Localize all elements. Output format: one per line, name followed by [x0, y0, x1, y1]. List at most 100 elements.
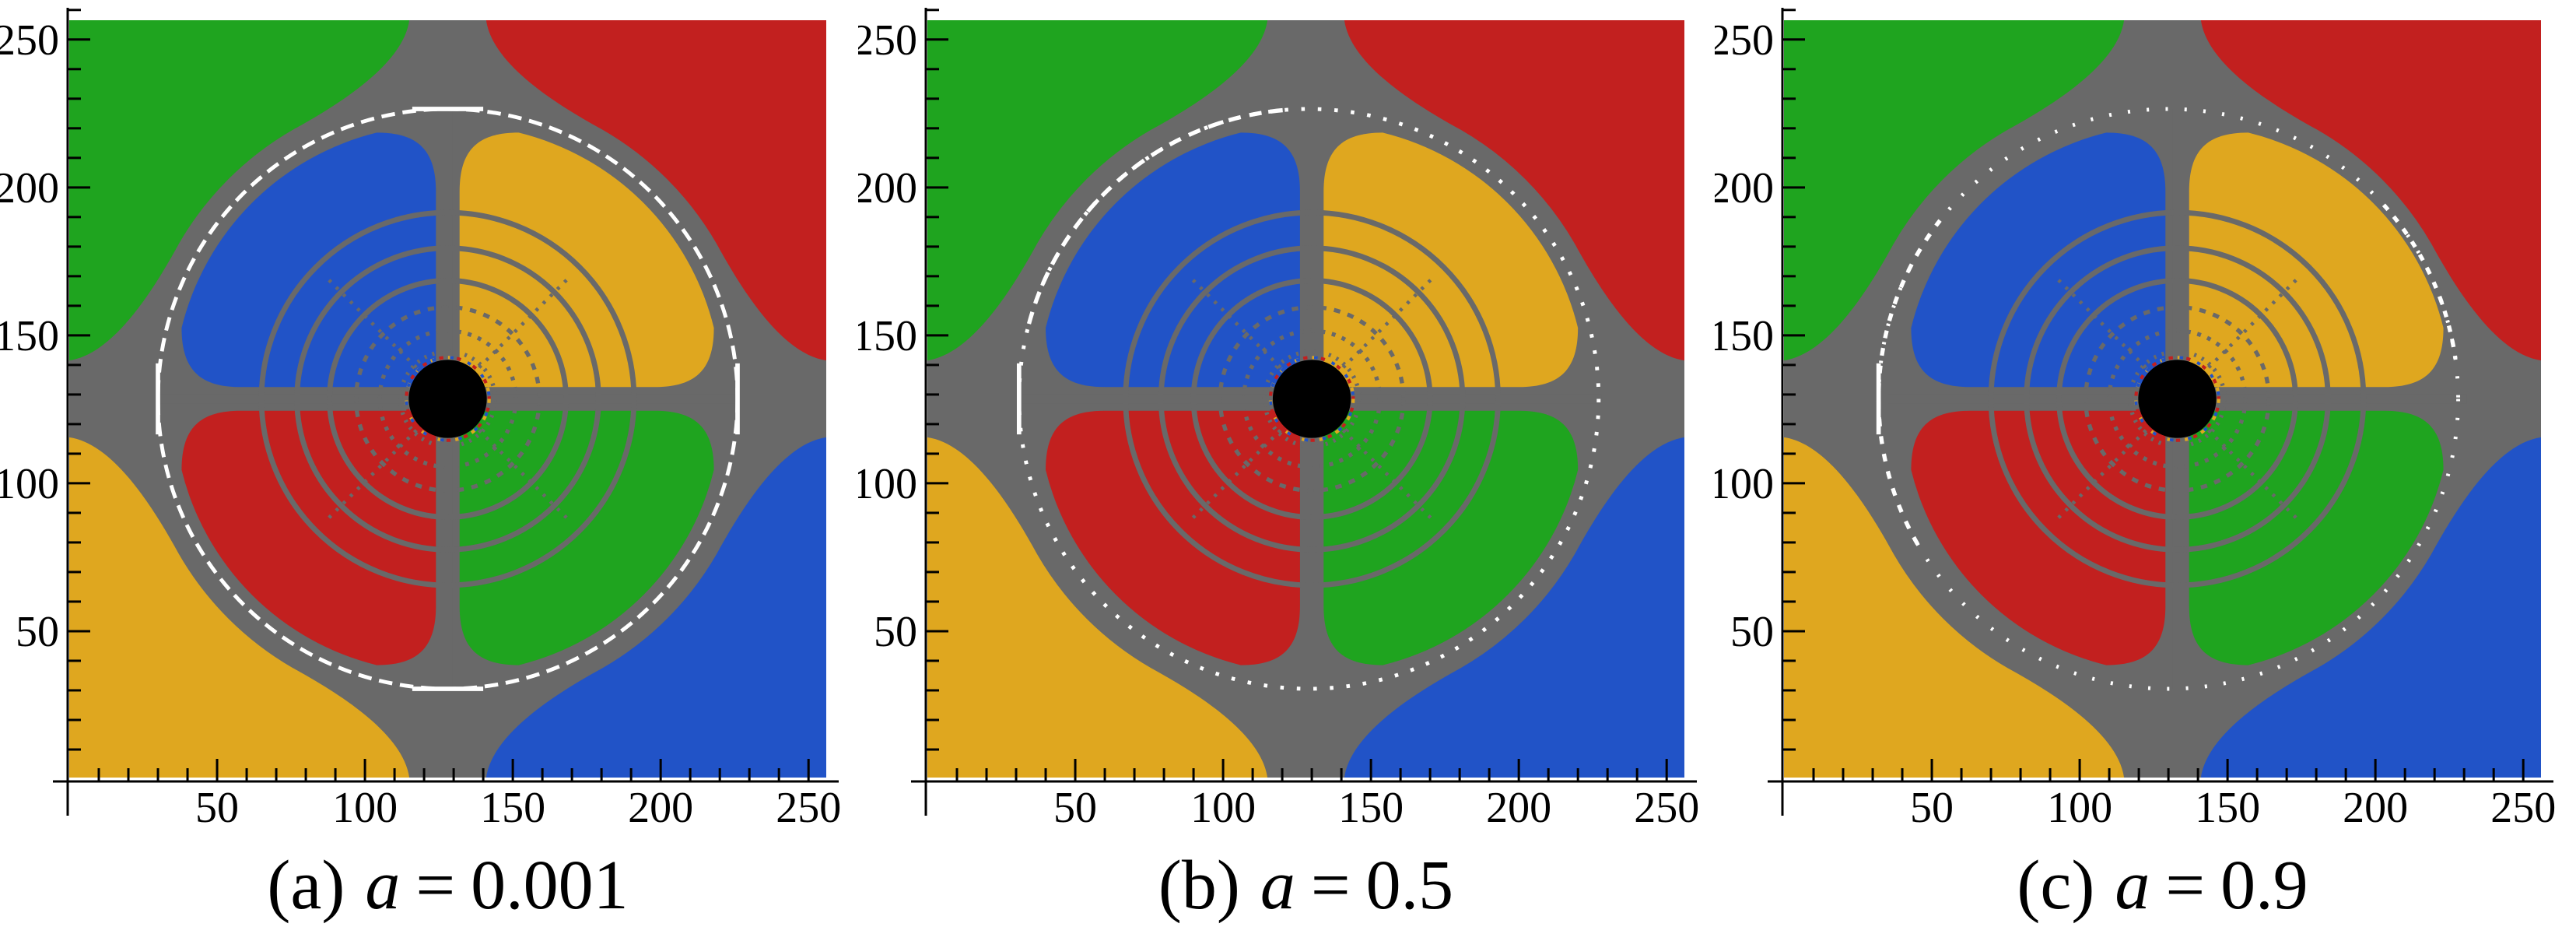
- y-tick-label: 50: [1730, 608, 1774, 656]
- caustic-circle: [294, 245, 601, 553]
- caustic-dotted-circle: [398, 349, 497, 448]
- x-tick-label: 150: [1338, 784, 1404, 832]
- inner-structure: [1016, 107, 1602, 691]
- caustic-dotted-ray: [478, 276, 570, 369]
- outer-quadrant-green: [69, 20, 410, 361]
- plot-area: [927, 20, 1684, 778]
- y-tick-label: 150: [858, 312, 917, 360]
- black-hole-shadow: [1272, 360, 1351, 438]
- caustic-dotted-circle: [377, 328, 518, 469]
- x-tick-label: 250: [2490, 784, 2556, 832]
- caustic-dotted-ray: [1341, 276, 1435, 369]
- outer-quadrant-blue: [485, 437, 826, 778]
- caustic-dotted-ray: [1189, 429, 1282, 521]
- outer-quadrant-red: [2200, 20, 2541, 361]
- caption-variable: a: [1260, 847, 1295, 924]
- inner-structure: [156, 107, 740, 691]
- black-hole-shadow: [408, 360, 487, 438]
- einstein-ring-arc: [2381, 203, 2458, 360]
- x-tick-label: 200: [2343, 784, 2408, 832]
- einstein-ring-arc: [1026, 107, 1284, 325]
- outer-quadrant-blue: [1344, 437, 1684, 778]
- outer-quadrant-green: [1784, 20, 2125, 361]
- plot-area: [69, 20, 826, 778]
- caption-equals: =: [415, 847, 456, 924]
- x-tick-label: 150: [2195, 784, 2260, 832]
- caustic-dotted-circle: [354, 305, 541, 493]
- x-tick-label: 50: [1053, 784, 1097, 832]
- panel-caption: (b) a = 0.5: [927, 845, 1684, 925]
- caustic-dotted-circle: [1242, 328, 1383, 469]
- y-tick-label: 50: [874, 608, 917, 656]
- caustic-dotted-circle: [2128, 349, 2227, 448]
- caustic-dotted-ray: [478, 429, 570, 521]
- outer-quadrant-blue: [2200, 437, 2541, 778]
- caption-equals: =: [2165, 847, 2206, 924]
- y-tick-label: 250: [1715, 16, 1774, 65]
- caption-index: (c): [2017, 847, 2095, 924]
- outer-quadrant-gold: [927, 437, 1268, 778]
- caption-value: 0.9: [2220, 847, 2308, 924]
- caption-index: (b): [1158, 847, 1240, 924]
- y-tick-label: 150: [0, 312, 59, 360]
- x-tick-label: 150: [480, 784, 545, 832]
- black-hole-shadow: [2138, 360, 2217, 438]
- x-tick-label: 250: [776, 784, 841, 832]
- caption-equals: =: [1310, 847, 1351, 924]
- y-tick-label: 100: [0, 460, 59, 508]
- x-tick-label: 250: [1634, 784, 1699, 832]
- x-tick-label: 100: [332, 784, 398, 832]
- y-tick-label: 100: [858, 460, 917, 508]
- plot-c: 50 100 150 200 250 50 100 150 200 250: [1715, 8, 2556, 832]
- x-tick-label: 200: [628, 784, 693, 832]
- caustic-dotted-circle: [1218, 305, 1406, 493]
- caustic-dotted-circle: [2107, 328, 2248, 469]
- panel-caption: (c) a = 0.9: [1784, 845, 2541, 925]
- panel-b: 50 100 150 200 250 50 100 150 200 250 (b) a = 0.5: [858, 0, 1716, 941]
- plot-a: 50 100 150 200 250 50 100 150 200 250: [0, 8, 841, 832]
- y-tick-label: 250: [858, 16, 917, 65]
- caustic-dotted-ray: [2207, 276, 2300, 369]
- einstein-ring: [1017, 107, 1601, 691]
- caustic-circle: [1123, 209, 1501, 588]
- y-tick-label: 250: [0, 16, 59, 65]
- panel-a: 50 100 150 200 250 50 100 150 200 250 (a) a = 0.001: [0, 0, 858, 941]
- outer-quadrant-red: [485, 20, 826, 361]
- caption-value: 0.001: [471, 847, 629, 924]
- y-tick-label: 200: [1715, 164, 1774, 212]
- caption-variable: a: [365, 847, 401, 924]
- plot-b: 50 100 150 200 250 50 100 150 200 250: [858, 8, 1699, 832]
- panel-c: 50 100 150 200 250 50 100 150 200 250 (c) a = 0.9: [1715, 0, 2573, 941]
- caption-index: (a): [267, 847, 345, 924]
- caption-variable: a: [2115, 847, 2150, 924]
- axes: 50 100 150 200 250 50 100 150 200 250: [858, 8, 1699, 832]
- caustic-circle: [2024, 245, 2331, 553]
- caustic-circle: [2056, 278, 2298, 520]
- x-tick-label: 50: [195, 784, 239, 832]
- caustic-dotted-ray: [325, 276, 418, 369]
- caustic-dotted-ray: [1189, 276, 1282, 369]
- caustic-dotted-ray: [2055, 276, 2147, 369]
- caustic-dotted-circle: [1262, 349, 1362, 448]
- panel-caption: (a) a = 0.001: [69, 845, 826, 925]
- x-tick-label: 200: [1486, 784, 1551, 832]
- axes: 50 100 150 200 250 50 100 150 200 250: [0, 8, 841, 832]
- caustic-dotted-circle: [2084, 305, 2271, 493]
- inner-structure: [1876, 107, 2467, 691]
- caustic-circle: [1190, 278, 1433, 520]
- caustic-circle: [1988, 209, 2367, 588]
- caustic-dotted-ray: [2207, 429, 2300, 521]
- plot-area: [1784, 20, 2541, 778]
- shadow-fringe-red: [405, 356, 491, 442]
- caustic-dotted-ray: [2055, 429, 2147, 521]
- caustic-circle: [258, 209, 637, 588]
- caustic-dotted-ray: [1341, 429, 1435, 521]
- y-tick-label: 150: [1715, 312, 1774, 360]
- outer-quadrant-gold: [69, 437, 410, 778]
- caustic-dotted-ray: [325, 429, 418, 521]
- y-tick-label: 50: [16, 608, 59, 656]
- y-tick-label: 100: [1715, 460, 1774, 508]
- caustic-circle: [327, 278, 569, 520]
- caustic-circle: [1158, 245, 1466, 553]
